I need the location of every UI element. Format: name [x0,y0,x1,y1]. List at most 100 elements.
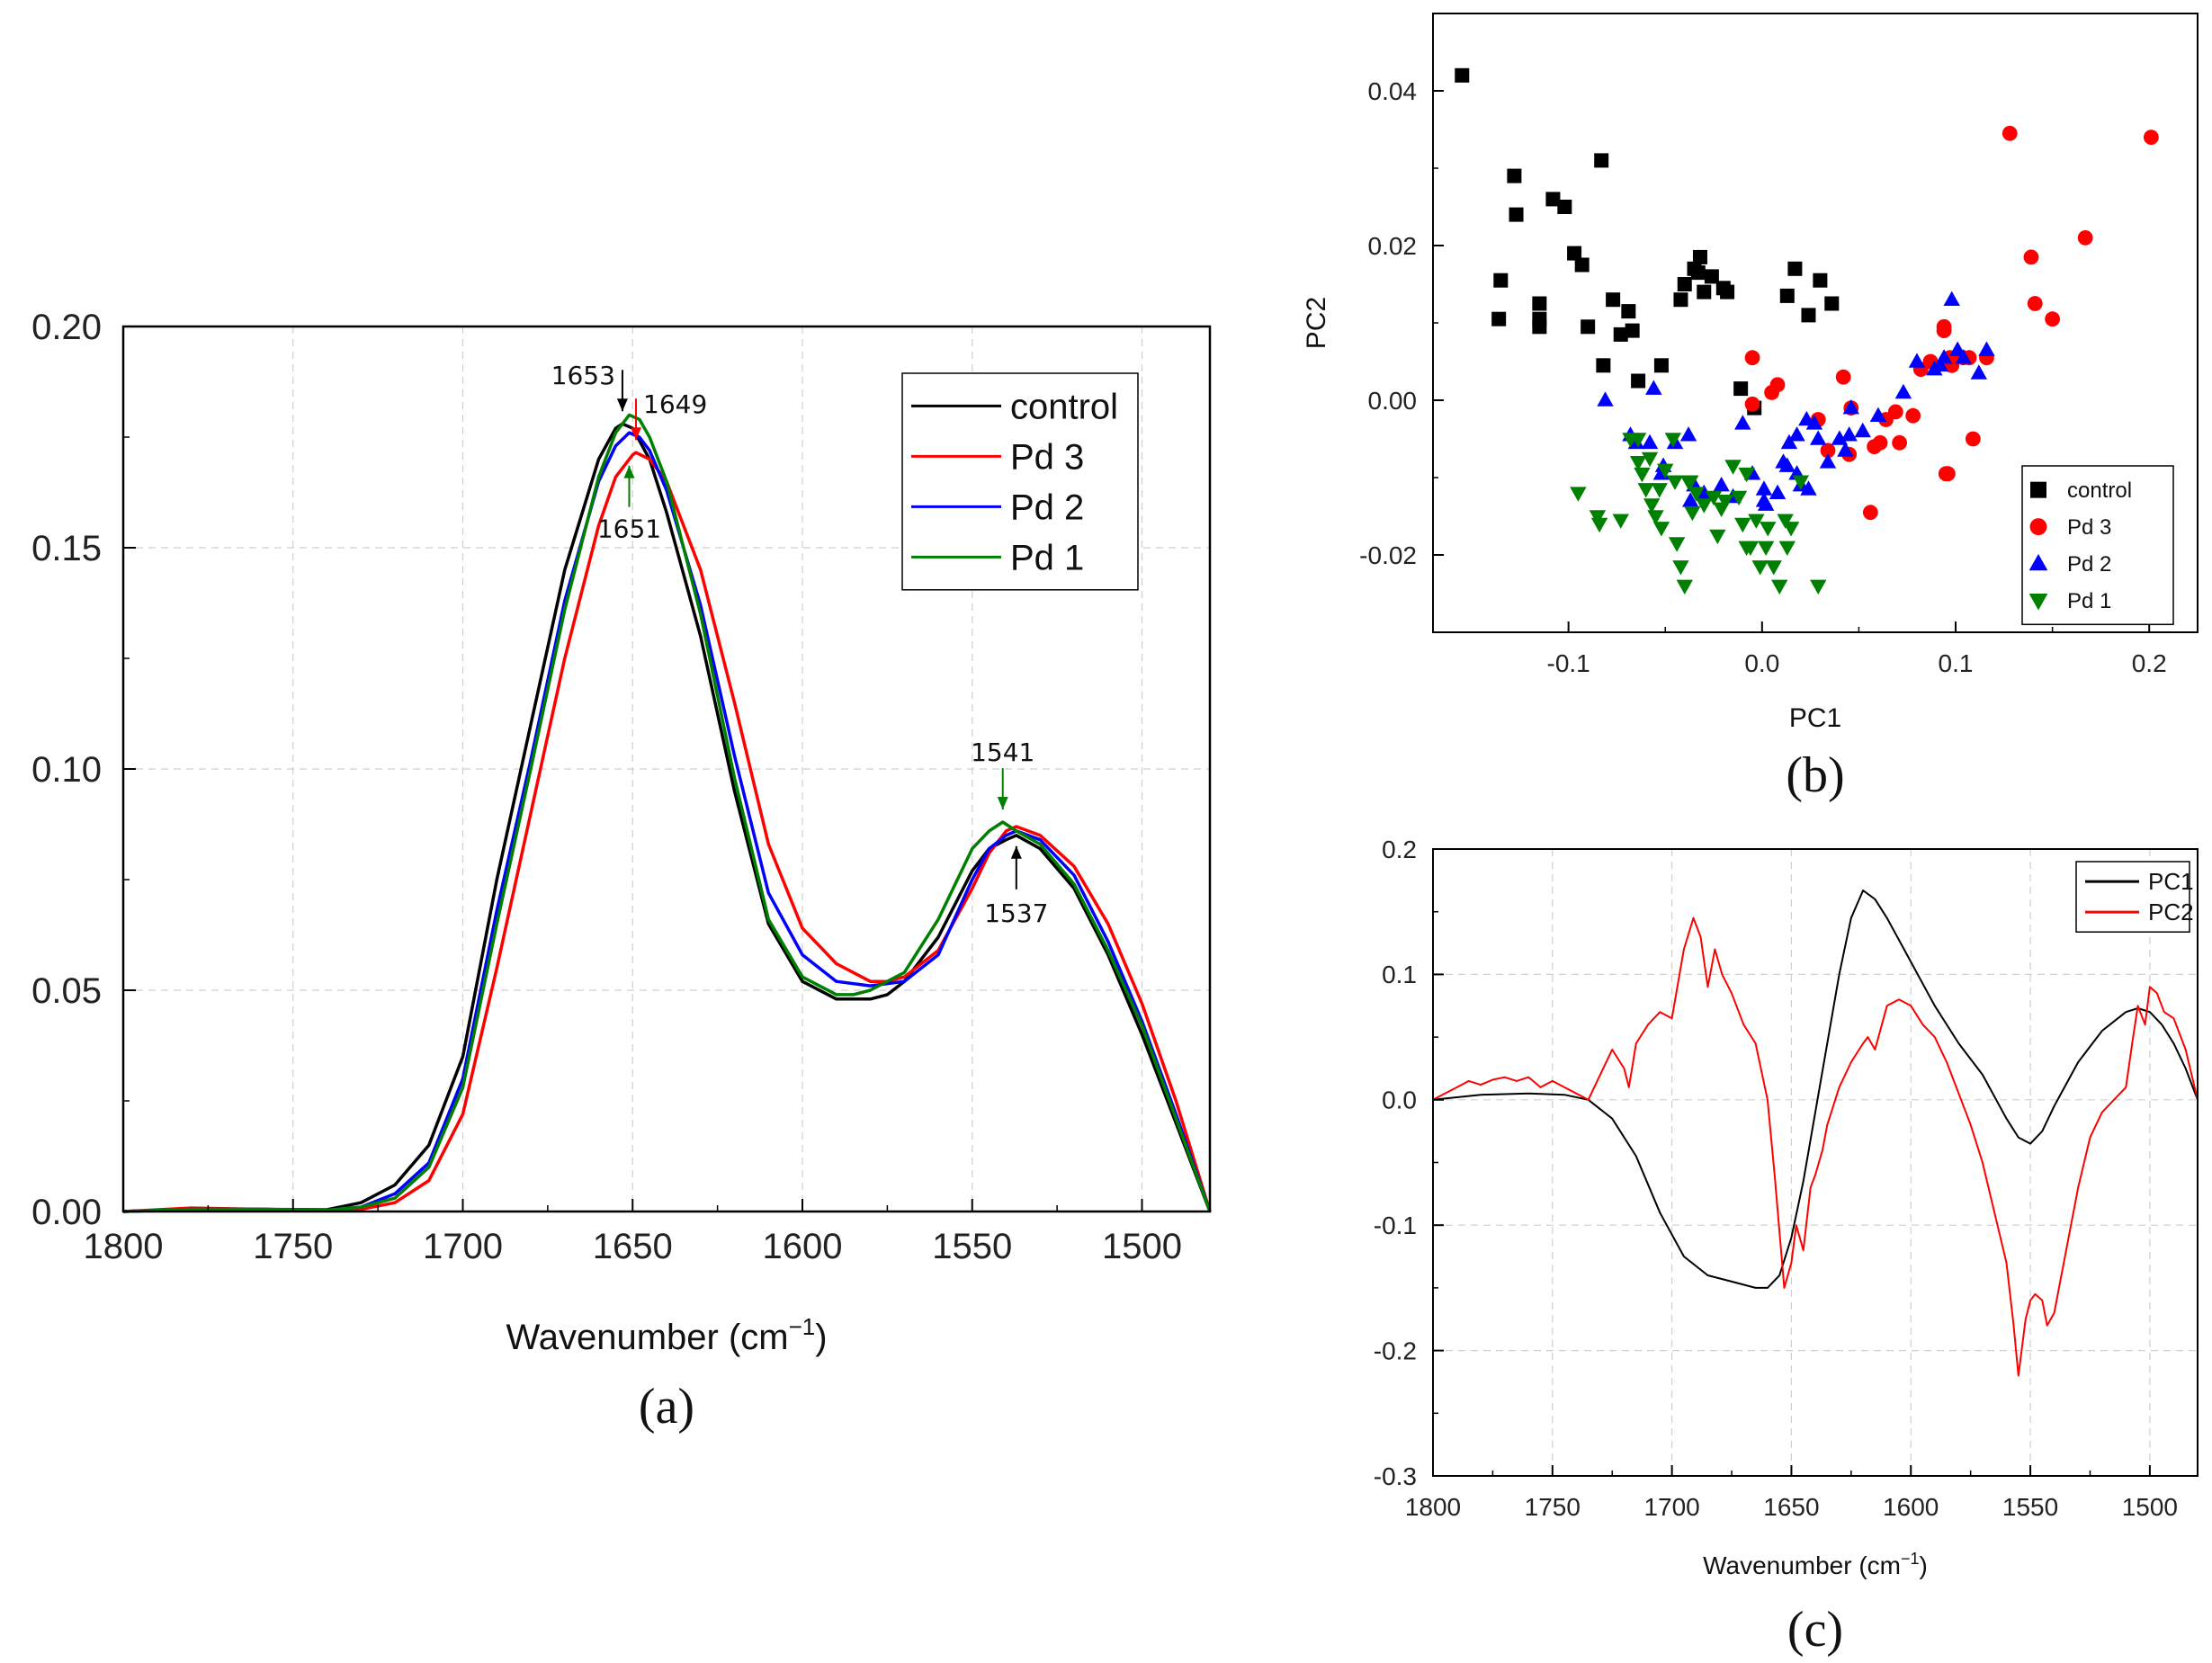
legend-label: Pd 2 [2067,552,2111,577]
scatter-point [1894,383,1912,399]
scatter-point [1778,457,1796,472]
series-line-pd-3 [122,451,1212,1213]
scatter-point [1589,510,1607,525]
panel-b-legend: control Pd 3 Pd 2 Pd 1 [2021,465,2174,626]
panel-a-ticks: 1800 1750 1700 1650 1600 1550 1500 0.00 0.05 0.10… [31,308,1182,1266]
scatter-point [1657,463,1674,478]
x-tick-label: 1650 [593,1227,673,1266]
legend-box [2021,465,2174,626]
scatter-point [1730,490,1748,506]
y-tick-label: 0.10 [31,750,102,790]
scatter-point [1567,246,1582,261]
scatter-point [1532,319,1547,335]
scatter-point [1940,466,1956,482]
x-tick-label: 1700 [1643,1493,1699,1521]
scatter-point [1824,296,1840,311]
panel-b-ticks: -0.1 0.0 0.1 0.2 -0.02 0.00 0.02 0.04 [1359,77,2166,677]
y-tick-label: 0.00 [1368,387,1418,415]
scatter-point [1679,426,1697,442]
y-tick-label: 0.15 [31,529,102,568]
series-line-pc2 [1432,916,2199,1377]
x-tick-label: 1750 [1525,1493,1581,1521]
x-tick-label: 0.0 [1744,649,1779,677]
panel-b-series [1455,67,2159,595]
scatter-point [1800,480,1817,496]
panel-c-ticks: 1800 1750 1700 1650 1600 1550 1500 -0.3 -0.2 -0.1… [1374,836,2178,1521]
scatter-point [1509,207,1524,222]
scatter-point [1787,261,1803,276]
scatter-point [1677,277,1692,291]
scatter-point [1653,358,1669,373]
scatter-point [1869,407,1887,422]
scatter-point [1779,288,1795,303]
x-tick-label: 1500 [1102,1227,1182,1266]
scatter-point [1760,522,1777,537]
scatter-point [1643,498,1661,514]
x-tick-label: 1600 [1883,1493,1939,1521]
scatter-point [1532,296,1547,311]
x-tick-label: 0.1 [1939,649,1974,677]
scatter-point [1720,284,1735,300]
scatter-point [1631,373,1646,389]
scatter-point [2077,230,2093,246]
scatter-point [1664,433,1682,448]
scatter-point [1820,443,1836,459]
scatter-point [1813,273,1828,288]
x-tick-label: 1600 [763,1227,843,1266]
panel-c-x-axis-title: Wavenumber (cm−1) [1703,1550,1928,1579]
series-points-pd-3 [1744,125,2159,521]
scatter-point [1931,356,1948,372]
legend-marker [2030,481,2046,498]
scatter-point [2002,125,2018,141]
y-tick-label: 0.20 [31,308,102,347]
legend-box [901,372,1139,591]
y-tick-label: 0.00 [31,1193,102,1232]
legend-label: Pd 1 [2067,589,2111,613]
scatter-point [1908,353,1926,368]
scatter-point [1887,404,1903,420]
scatter-point [1641,434,1659,450]
x-tick-label: 1700 [423,1227,503,1266]
scatter-point [1778,541,1796,556]
y-tick-label: 0.2 [1382,836,1417,863]
annotation-label: 1541 [971,738,1034,767]
legend-label: Pd 3 [1010,437,1084,477]
panel-a-series [122,413,1212,1213]
scatter-point [1713,502,1730,517]
y-tick-label: 0.05 [31,971,102,1011]
legend-label: PC1 [2148,868,2194,895]
x-tick-label: 1800 [84,1227,164,1266]
scatter-point [1666,475,1684,490]
scatter-point [1455,67,1470,83]
y-tick-label: 0.04 [1368,77,1418,105]
scatter-point [1955,349,1972,364]
annotation-label: 1649 [643,389,707,419]
scatter-point [1801,308,1816,323]
scatter-point [1769,484,1787,499]
scatter-point [1734,517,1751,533]
series-points-pd-1 [1570,433,1827,595]
scatter-point [1724,460,1742,475]
scatter-point [1684,505,1701,522]
panel-a-label: (a) [639,1379,694,1435]
panel-b-chart: -0.1 0.0 0.1 0.2 -0.02 0.00 0.02 0.04 control Pd… [1302,13,2199,803]
x-tick-label: 1550 [2002,1493,2058,1521]
annotation-label: 1653 [551,361,615,390]
x-tick-label: 1800 [1405,1493,1461,1521]
scatter-point [1692,249,1707,264]
scatter-point [2027,296,2043,311]
scatter-point [1757,496,1775,511]
scatter-point [1854,422,1871,438]
scatter-point [1713,477,1730,492]
scatter-point [1716,495,1734,510]
scatter-point [1652,522,1670,537]
scatter-point [1629,433,1647,448]
scatter-point [1645,380,1662,395]
scatter-point [1491,311,1507,326]
legend-label: Pd 1 [1010,538,1084,577]
scatter-point [1748,514,1765,529]
panel-a-x-axis-title: Wavenumber (cm−1) [506,1313,827,1357]
scatter-point [1676,579,1693,595]
